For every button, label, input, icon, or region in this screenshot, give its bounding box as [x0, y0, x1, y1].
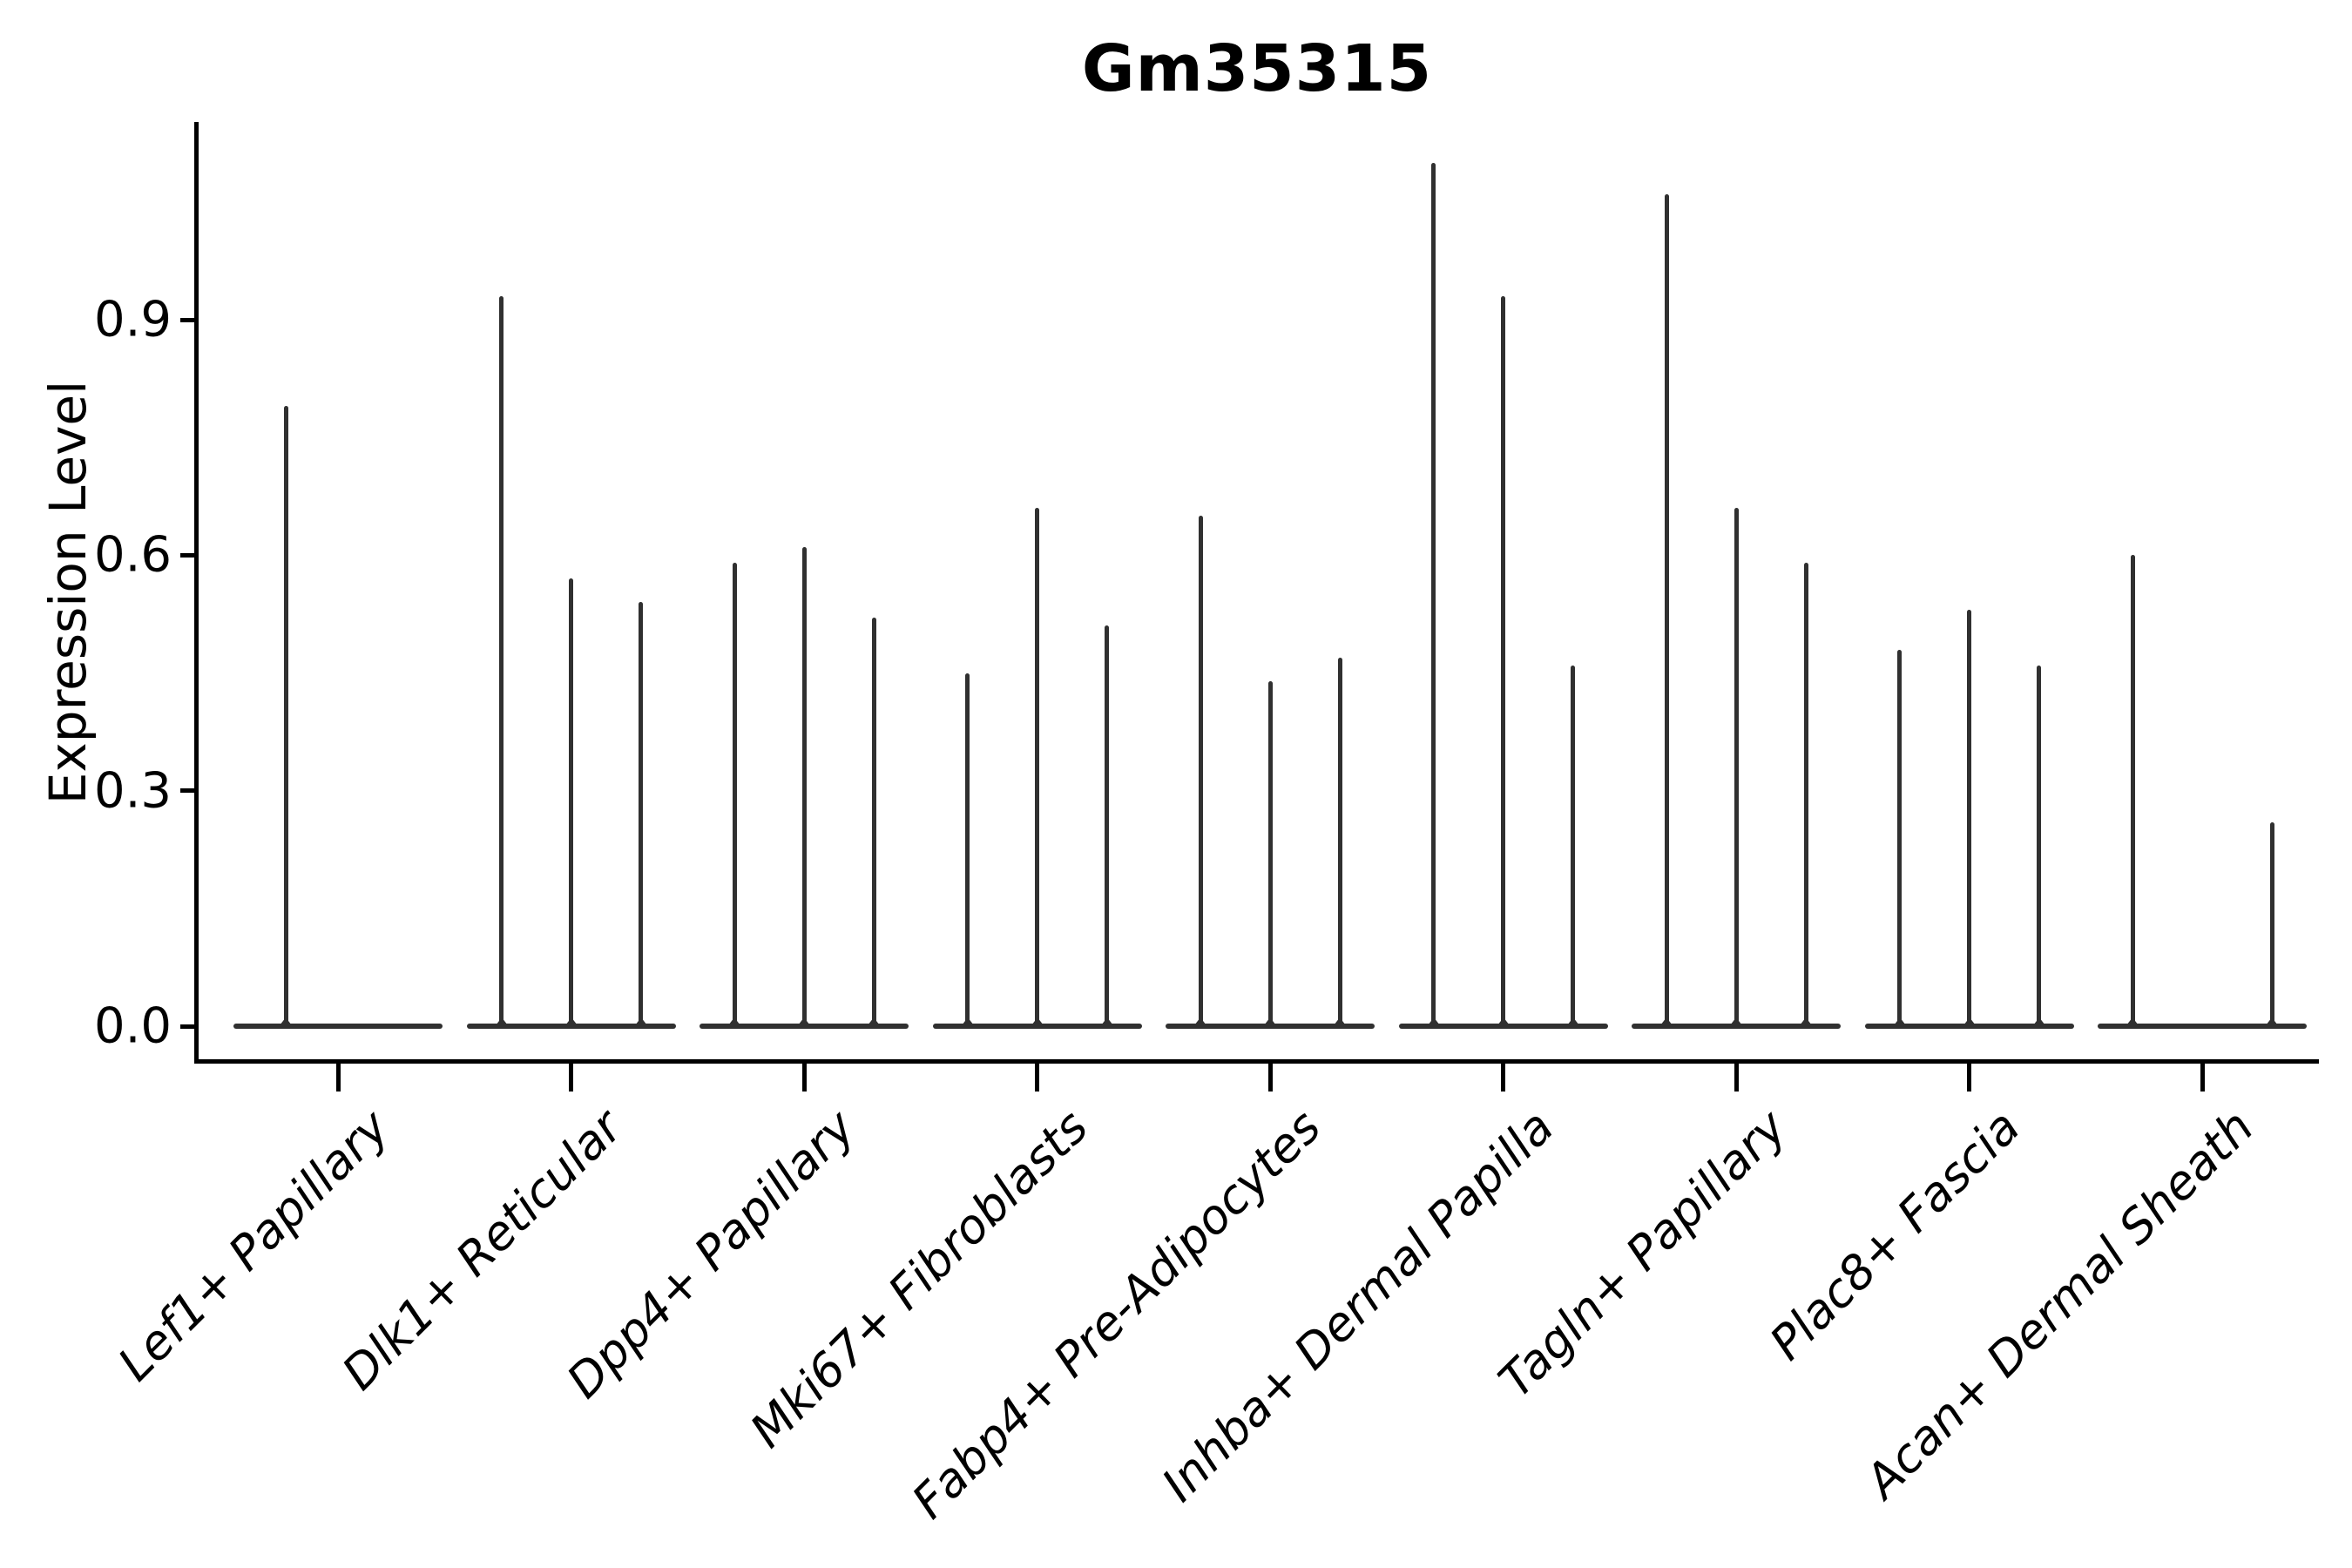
x-tick-mark — [1501, 1064, 1505, 1092]
y-tick-mark — [180, 317, 194, 322]
violin-spike — [1105, 625, 1109, 1026]
violin-spike — [1571, 665, 1575, 1026]
violin-spike — [732, 563, 737, 1026]
violin-spike — [1897, 649, 1902, 1026]
y-tick-mark — [180, 552, 194, 558]
y-tick-label: 0.3 — [93, 762, 172, 820]
y-tick-mark — [180, 788, 194, 794]
violin-spike — [965, 672, 970, 1026]
violin-spike — [1803, 563, 1808, 1026]
x-tick-mark — [335, 1064, 341, 1092]
plot-title: Gm35315 — [1081, 31, 1433, 106]
violin-spike — [801, 547, 807, 1026]
y-tick-label: 0.6 — [93, 526, 172, 584]
violin-spike — [1734, 508, 1739, 1026]
x-tick-mark — [2200, 1064, 2205, 1092]
violin-spike — [1035, 508, 1039, 1026]
x-tick-label: Fabp4+ Pre-Adipocytes — [902, 1099, 1332, 1530]
violin-spike — [871, 618, 876, 1026]
x-tick-mark — [801, 1064, 807, 1092]
x-tick-label: Plac8+ Fascia — [1759, 1099, 2031, 1371]
y-tick-mark — [180, 1024, 194, 1029]
x-tick-mark — [569, 1064, 573, 1092]
violin-spike — [1967, 610, 1971, 1026]
x-tick-mark — [1267, 1064, 1273, 1092]
x-tick-mark — [1967, 1064, 1971, 1092]
violin-spike — [1664, 193, 1669, 1026]
violin-spike — [499, 296, 504, 1026]
y-axis-label: Expression Level — [38, 380, 98, 805]
violin-spike — [1431, 162, 1436, 1026]
violin-spike — [1198, 516, 1203, 1026]
violin-spike — [2269, 821, 2274, 1026]
violin-spike — [569, 578, 573, 1026]
x-tick-label: Inhba+ Dermal Papilla — [1152, 1099, 1565, 1512]
x-tick-label: Acan+ Dermal Sheath — [1854, 1099, 2264, 1509]
violin-spike — [2130, 555, 2135, 1026]
violin-baseline — [233, 1024, 443, 1029]
violin-spike — [1337, 657, 1342, 1026]
violin-spike — [639, 602, 643, 1026]
x-tick-mark — [1035, 1064, 1039, 1092]
y-tick-label: 0.9 — [93, 291, 172, 348]
violin-spike — [1267, 680, 1273, 1026]
violin-spike — [2037, 665, 2041, 1026]
y-axis-spine — [194, 122, 199, 1064]
x-axis-spine — [194, 1059, 2319, 1064]
x-tick-mark — [1734, 1064, 1739, 1092]
violin-spike — [1501, 296, 1505, 1026]
y-tick-label: 0.0 — [93, 997, 172, 1055]
violin-spike — [283, 406, 288, 1026]
violin-baseline — [2098, 1024, 2307, 1029]
